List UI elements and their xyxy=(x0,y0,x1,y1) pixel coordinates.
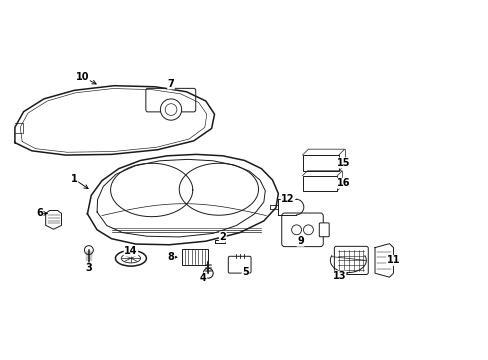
Polygon shape xyxy=(215,235,225,243)
Text: 15: 15 xyxy=(336,158,349,168)
Text: 10: 10 xyxy=(76,72,89,82)
Text: 9: 9 xyxy=(297,236,304,246)
Text: 7: 7 xyxy=(167,79,174,89)
FancyBboxPatch shape xyxy=(302,176,337,191)
Ellipse shape xyxy=(115,251,146,266)
FancyBboxPatch shape xyxy=(281,213,323,247)
Text: 11: 11 xyxy=(386,255,399,265)
Text: 3: 3 xyxy=(85,263,92,273)
Text: 2: 2 xyxy=(219,232,225,242)
Text: 8: 8 xyxy=(167,252,174,262)
Text: 16: 16 xyxy=(336,178,349,188)
FancyBboxPatch shape xyxy=(145,88,195,112)
Text: 4: 4 xyxy=(200,273,206,283)
FancyBboxPatch shape xyxy=(182,249,208,265)
Circle shape xyxy=(84,246,93,255)
Circle shape xyxy=(165,104,177,116)
FancyBboxPatch shape xyxy=(302,155,338,171)
Text: 12: 12 xyxy=(281,194,294,203)
Polygon shape xyxy=(374,244,393,277)
Text: 13: 13 xyxy=(332,271,346,281)
FancyBboxPatch shape xyxy=(228,256,250,273)
Circle shape xyxy=(291,225,301,235)
Text: 5: 5 xyxy=(242,267,248,277)
Text: 1: 1 xyxy=(71,174,78,184)
Circle shape xyxy=(303,225,313,235)
Circle shape xyxy=(160,99,182,120)
FancyBboxPatch shape xyxy=(319,223,328,237)
Text: 6: 6 xyxy=(36,208,43,219)
Ellipse shape xyxy=(121,254,140,263)
Text: 14: 14 xyxy=(124,246,138,256)
Polygon shape xyxy=(45,211,61,229)
Circle shape xyxy=(203,268,213,278)
